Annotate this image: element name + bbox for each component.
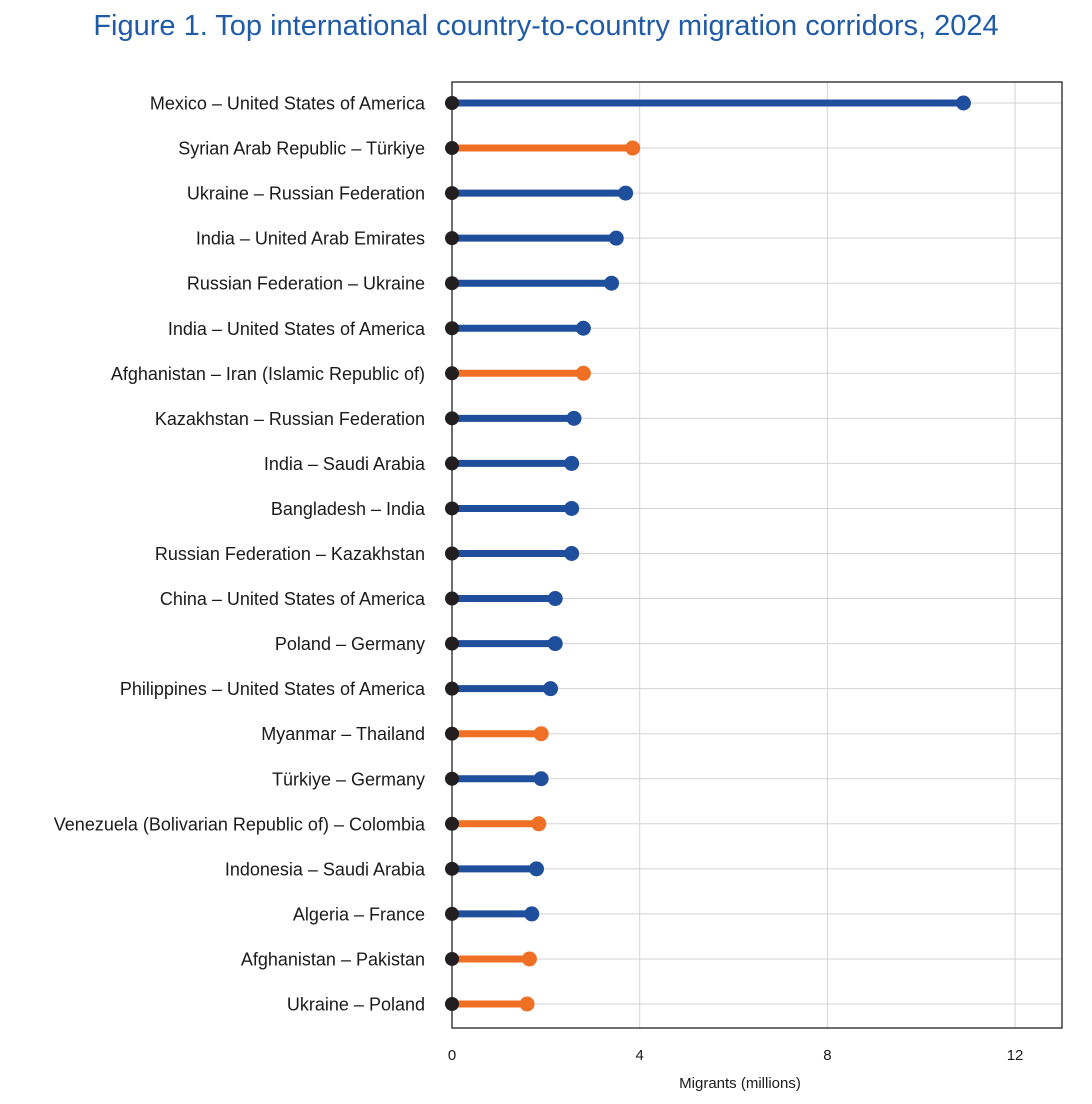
x-axis-title: Migrants (millions) [679, 1075, 801, 1092]
lollipop-origin-dot [445, 997, 459, 1011]
category-label: Algeria – France [293, 904, 425, 924]
lollipop-value-dot [608, 230, 624, 246]
lollipop-origin-dot [445, 726, 459, 741]
chart-title: Figure 1. Top international country-to-c… [93, 10, 999, 42]
lollipop-value-dot [533, 771, 549, 787]
lollipop-value-dot [566, 410, 582, 426]
x-tick-label: 12 [1007, 1047, 1024, 1064]
lollipop-origin-dot [445, 591, 459, 606]
lollipop-value-dot [618, 185, 634, 201]
category-label: Ukraine – Russian Federation [187, 184, 425, 204]
category-label: Bangladesh – India [271, 499, 426, 519]
lollipop-value-dot [547, 636, 563, 652]
x-tick-label: 4 [636, 1047, 644, 1064]
category-label: India – United Arab Emirates [196, 229, 425, 249]
lollipop-value-dot [564, 500, 580, 516]
lollipop-value-dot [564, 455, 580, 471]
lollipop-value-dot [528, 861, 544, 877]
lollipop-origin-dot [445, 546, 459, 561]
lollipop-origin-dot [445, 951, 459, 966]
lollipop-origin-dot [445, 321, 459, 336]
category-label: Syrian Arab Republic – Türkiye [178, 139, 425, 159]
category-label: Mexico – United States of America [150, 94, 426, 114]
category-labels: Mexico – United States of America Syrian … [54, 94, 426, 1015]
category-label: Myanmar – Thailand [261, 724, 425, 744]
lollipop-value-dot [575, 320, 591, 336]
lollipop-origin-dot [445, 96, 459, 110]
lollipop-origin-dot [445, 456, 459, 471]
lollipop-origin-dot [445, 231, 459, 246]
lollipop-value-dot [625, 140, 641, 156]
category-label: Russian Federation – Ukraine [187, 274, 425, 294]
lollipop-origin-dot [445, 186, 459, 201]
category-label: Ukraine – Poland [287, 995, 425, 1015]
lollipop-value-dot [547, 591, 563, 607]
lollipop-value-dot [543, 681, 559, 697]
lollipop-value-dot [524, 906, 540, 922]
lollipop-origin-dot [445, 681, 459, 696]
lollipop-value-dot [519, 996, 535, 1012]
lollipop-value-dot [575, 365, 591, 381]
lollipop-origin-dot [445, 141, 459, 156]
lollipop-origin-dot [445, 861, 459, 876]
category-label: Russian Federation – Kazakhstan [155, 544, 425, 564]
lollipop-origin-dot [445, 501, 459, 516]
category-label: Indonesia – Saudi Arabia [225, 859, 426, 879]
category-label: China – United States of America [160, 589, 426, 609]
lollipop-origin-dot [445, 816, 459, 831]
lollipop-origin-dot [445, 276, 459, 291]
x-tick-labels: 0 4 8 12 [448, 1047, 1024, 1064]
category-label: Türkiye – Germany [272, 769, 425, 789]
category-label: India – Saudi Arabia [264, 454, 426, 474]
lollipop-value-dot [604, 275, 620, 291]
lollipop-origin-dot [445, 636, 459, 651]
lollipop-value-dot [521, 951, 537, 967]
category-label: Poland – Germany [275, 634, 425, 654]
lollipop-origin-dot [445, 906, 459, 921]
lollipop-origin-dot [445, 771, 459, 786]
category-label: Venezuela (Bolivarian Republic of) – Col… [54, 814, 426, 834]
lollipop-origin-dot [445, 366, 459, 381]
category-label: Afghanistan – Pakistan [241, 949, 425, 969]
x-tick-label: 8 [823, 1047, 831, 1064]
lollipop-value-dot [955, 95, 971, 111]
x-tick-label: 0 [448, 1047, 456, 1064]
lollipop-stems [445, 95, 971, 1012]
category-label: Kazakhstan – Russian Federation [155, 409, 425, 429]
category-label: Afghanistan – Iran (Islamic Republic of) [111, 364, 425, 384]
lollipop-origin-dot [445, 411, 459, 426]
category-label: India – United States of America [168, 319, 426, 339]
lollipop-value-dot [564, 546, 580, 561]
lollipop-value-dot [533, 726, 549, 742]
category-label: Philippines – United States of America [120, 679, 426, 699]
lollipop-value-dot [531, 816, 547, 832]
